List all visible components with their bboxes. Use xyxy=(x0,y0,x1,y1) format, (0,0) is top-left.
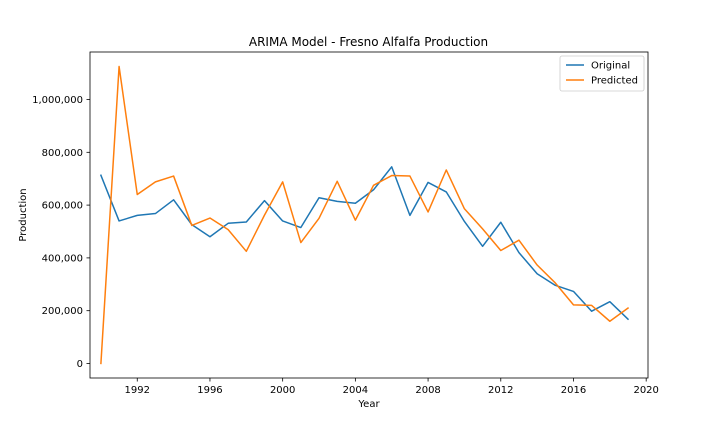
x-tick-label: 2004 xyxy=(343,385,368,396)
x-tick-label: 2020 xyxy=(633,385,658,396)
y-tick-label: 800,000 xyxy=(42,148,83,159)
y-tick-label: 0 xyxy=(77,359,83,370)
y-tick-label: 1,000,000 xyxy=(32,95,83,106)
y-tick-label: 400,000 xyxy=(42,253,83,264)
x-axis-label: Year xyxy=(357,399,380,410)
y-axis: 0 200,000 400,000 600,000 800,000 1,000,000 xyxy=(32,95,90,370)
x-tick-label: 2012 xyxy=(488,385,513,396)
x-tick-label: 2000 xyxy=(270,385,295,396)
x-tick-label: 2008 xyxy=(415,385,440,396)
series-line-predicted xyxy=(100,65,630,365)
x-tick-label: 2016 xyxy=(561,385,586,396)
plot-lines xyxy=(99,65,630,365)
series-line-original xyxy=(99,166,630,321)
x-tick-label: 1996 xyxy=(197,385,222,396)
legend-label-predicted: Predicted xyxy=(591,76,638,87)
chart-title: ARIMA Model - Fresno Alfalfa Production xyxy=(249,35,488,49)
plot-frame xyxy=(89,51,649,379)
y-axis-label: Production xyxy=(18,188,29,241)
x-tick-label: 1992 xyxy=(125,385,150,396)
y-tick-label: 200,000 xyxy=(42,306,83,317)
y-tick-label: 600,000 xyxy=(42,201,83,212)
legend: Original Predicted xyxy=(559,55,645,92)
x-axis: 1992 1996 2000 2004 2008 2012 2016 2020 xyxy=(125,378,659,396)
legend-label-original: Original xyxy=(591,61,630,72)
